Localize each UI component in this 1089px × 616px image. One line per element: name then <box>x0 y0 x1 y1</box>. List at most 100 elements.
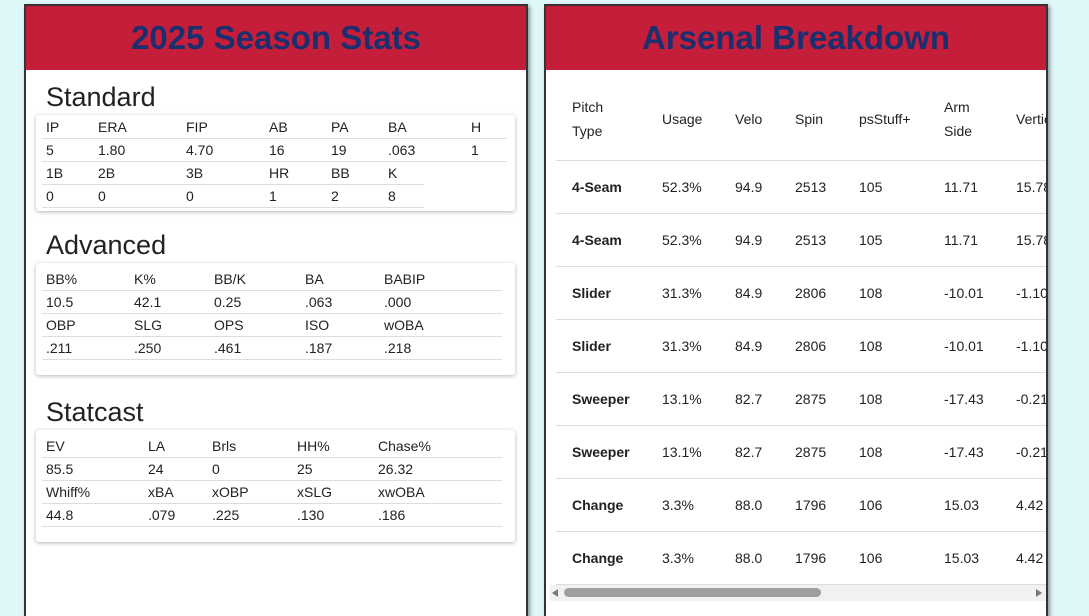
pitch-stat: -10.01 <box>944 338 984 354</box>
pitch-stat: 84.9 <box>735 338 763 354</box>
pitch-stat: 106 <box>859 497 883 513</box>
scroll-left-arrow[interactable] <box>552 589 558 597</box>
row-separator <box>42 457 502 458</box>
stat-value: 25 <box>297 461 313 477</box>
pitch-stat: 94.9 <box>735 232 763 248</box>
stat-value: 19 <box>331 142 347 158</box>
pitch-stat: 82.7 <box>735 444 763 460</box>
column-header: Pitch Type <box>572 99 604 139</box>
panel-title: Arsenal Breakdown <box>546 6 1046 70</box>
pitch-type: Slider <box>572 285 611 301</box>
pitch-stat: 106 <box>859 550 883 566</box>
pitch-stat: 13.1% <box>662 444 702 460</box>
row-separator <box>556 584 1046 585</box>
pitch-stat: 1796 <box>795 550 827 566</box>
stat-value: 1 <box>471 142 479 158</box>
stat-value: .063 <box>388 142 416 158</box>
pitch-stat: 88.0 <box>735 550 763 566</box>
stat-label: wOBA <box>384 317 424 333</box>
pitch-type: Sweeper <box>572 391 630 407</box>
stat-label: 2B <box>98 165 116 181</box>
pitch-stat: 3.3% <box>662 550 694 566</box>
stat-value: 42.1 <box>134 294 162 310</box>
pitch-stat: 52.3% <box>662 232 702 248</box>
stats-card: BB% K% BB/K BA BABIP 10.5 42.1 0.25 .063 .000 OBP S… <box>36 263 515 375</box>
stats-card: IP ERA FIP AB PA BA H 5 1.80 4.70 16 19 .063 1 1B 2B 3B H… <box>36 115 515 211</box>
stat-value: .211 <box>46 340 73 356</box>
stat-label: BB/K <box>214 271 246 287</box>
pitch-stat: 2806 <box>795 285 827 301</box>
stat-value: .186 <box>378 507 406 523</box>
pitch-stat: 2875 <box>795 391 827 407</box>
row-separator <box>42 290 502 291</box>
stat-value: 44.8 <box>46 507 74 523</box>
stat-label: BB% <box>46 271 78 287</box>
stat-label: K <box>388 165 398 181</box>
stat-label: OPS <box>214 317 244 333</box>
pitch-stat: -0.21 <box>1016 444 1048 460</box>
stat-label: 3B <box>186 165 204 181</box>
stat-label: AB <box>269 119 288 135</box>
row-separator <box>42 138 507 139</box>
stat-value: 0 <box>212 461 220 477</box>
stat-label: Brls <box>212 438 237 454</box>
stat-value: 0 <box>46 188 54 204</box>
stat-value: .250 <box>134 340 162 356</box>
stat-value: .063 <box>305 294 333 310</box>
stat-label: HH% <box>297 438 330 454</box>
row-separator <box>556 531 1046 532</box>
stat-value: 85.5 <box>46 461 74 477</box>
stats-card: EV LA Brls HH% Chase% 85.5 24 0 25 26.32 Whiff% xBA… <box>36 430 515 542</box>
stat-value: 0.25 <box>214 294 242 310</box>
scroll-thumb[interactable] <box>564 588 821 597</box>
column-header: Arm Side <box>944 99 973 139</box>
pitch-stat: 4.42 <box>1016 497 1044 513</box>
stat-label: EV <box>46 438 65 454</box>
stat-label: OBP <box>46 317 76 333</box>
stat-label: LA <box>148 438 166 454</box>
stat-value: 2 <box>331 188 339 204</box>
section-title: Advanced <box>46 230 167 260</box>
stat-label: BB <box>331 165 350 181</box>
stat-label: xBA <box>148 484 174 500</box>
pitch-stat: 88.0 <box>735 497 763 513</box>
stat-value: .079 <box>148 507 176 523</box>
pitch-stat: 2513 <box>795 232 827 248</box>
column-header: psStuff+ <box>859 111 911 127</box>
row-separator <box>556 213 1046 214</box>
column-header: Usage <box>662 111 703 127</box>
stat-value: .187 <box>305 340 333 356</box>
row-separator <box>42 161 507 162</box>
pitch-stat: 15.03 <box>944 497 980 513</box>
scrollbar[interactable] <box>550 585 1046 601</box>
stat-label: 1B <box>46 165 64 181</box>
pitch-type: Sweeper <box>572 444 630 460</box>
pitch-stat: 15.03 <box>944 550 980 566</box>
pitch-stat: 2806 <box>795 338 827 354</box>
pitch-stat: 15.78 <box>1016 179 1048 195</box>
pitch-type: Change <box>572 550 624 566</box>
stat-value: 24 <box>148 461 164 477</box>
stat-value: 0 <box>98 188 106 204</box>
stat-label: xSLG <box>297 484 333 500</box>
row-separator <box>42 359 502 360</box>
column-header: Vertical <box>1016 111 1046 127</box>
stat-label: HR <box>269 165 290 181</box>
pitch-stat: 52.3% <box>662 179 702 195</box>
stat-label: SLG <box>134 317 163 333</box>
row-separator <box>556 425 1046 426</box>
stat-label: IP <box>46 119 60 135</box>
scroll-right-arrow[interactable] <box>1036 589 1042 597</box>
pitch-stat: 84.9 <box>735 285 763 301</box>
pitch-stat: 108 <box>859 285 883 301</box>
row-separator <box>556 160 1046 161</box>
pitch-type: 4-Seam <box>572 232 622 248</box>
stat-value: 1.80 <box>98 142 126 158</box>
row-separator <box>42 207 424 208</box>
pitch-stat: 11.71 <box>944 232 978 248</box>
stat-label: K% <box>134 271 156 287</box>
stat-label: xwOBA <box>378 484 425 500</box>
stat-label: ISO <box>305 317 330 333</box>
pitch-stat: 94.9 <box>735 179 763 195</box>
pitch-stat: 13.1% <box>662 391 702 407</box>
